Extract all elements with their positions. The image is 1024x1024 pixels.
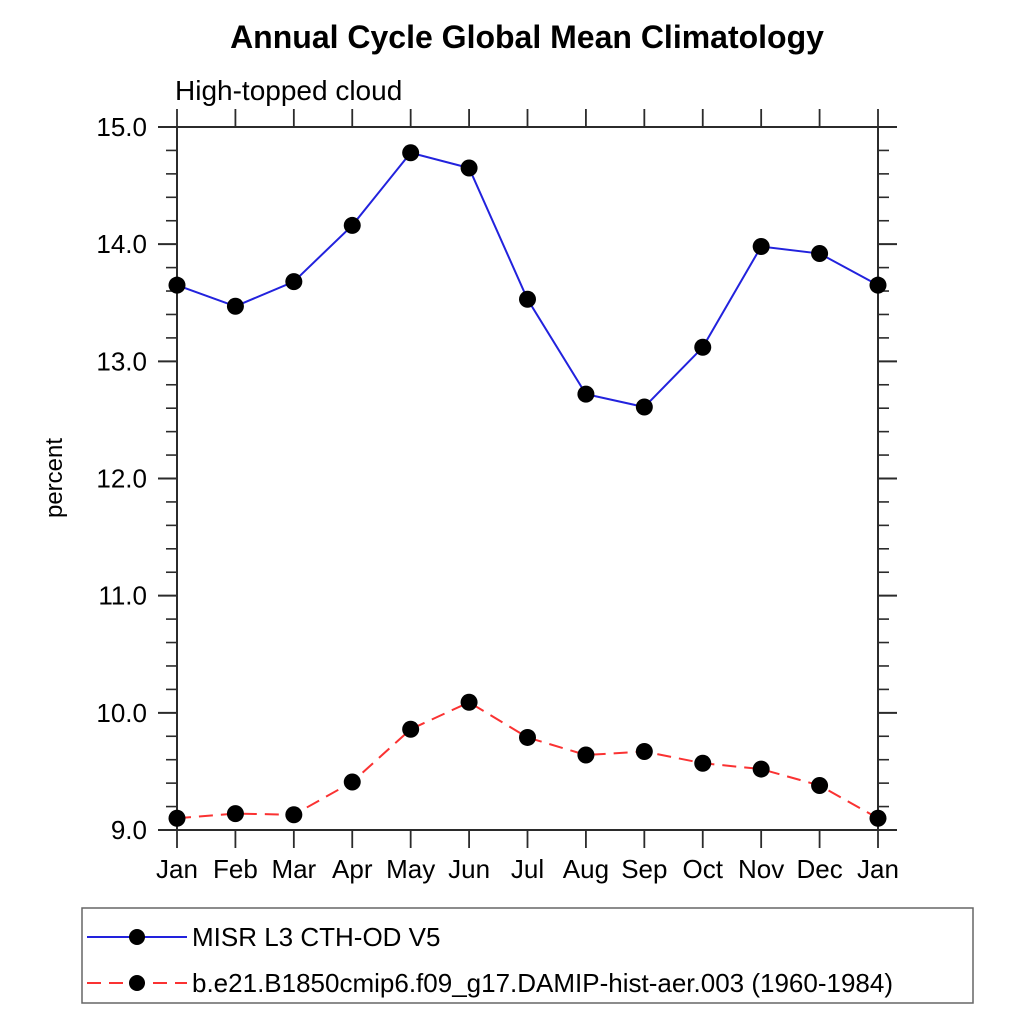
series-line-0	[176, 151, 879, 409]
legend-label-misr: MISR L3 CTH-OD V5	[192, 922, 441, 952]
data-point-series-1-Sep	[635, 742, 653, 760]
x-axis-month-label: Jul	[511, 854, 544, 884]
data-point-series-1-May	[402, 720, 420, 738]
x-axis-month-label: Jan	[857, 854, 899, 884]
data-point-series-1-Jan	[869, 809, 887, 827]
x-axis-month-label: Mar	[271, 854, 316, 884]
x-axis-month-label: Jun	[448, 854, 490, 884]
x-axis-month-label: Oct	[683, 854, 724, 884]
data-point-series-0-May	[402, 144, 420, 162]
x-axis-month-label: May	[386, 854, 435, 884]
data-point-series-0-Apr	[343, 216, 361, 234]
y-axis-tick-label: 10.0	[96, 698, 147, 728]
data-point-series-0-Oct	[694, 338, 712, 356]
chart-subtitle: High-topped cloud	[175, 75, 402, 106]
y-axis-tick-label: 11.0	[98, 581, 147, 611]
data-point-series-0-Dec	[811, 245, 829, 263]
data-point-series-1-Mar	[285, 806, 303, 824]
data-point-series-0-Jan	[168, 276, 186, 294]
data-point-series-0-Mar	[285, 273, 303, 291]
series-line-1	[176, 701, 879, 820]
data-point-series-0-Jun	[460, 159, 478, 177]
plot-frame	[176, 126, 879, 831]
y-axis-tick-label: 15.0	[96, 112, 147, 142]
legend-box	[81, 907, 974, 1004]
data-point-series-1-Aug	[577, 746, 595, 764]
x-axis-month-label: Jan	[156, 854, 198, 884]
chart-title: Annual Cycle Global Mean Climatology	[230, 19, 824, 55]
data-point-series-1-Feb	[226, 805, 244, 823]
data-point-series-1-Dec	[811, 776, 829, 794]
legend-marker-misr	[129, 929, 145, 945]
x-axis-month-label: Feb	[213, 854, 258, 884]
data-point-series-0-Sep	[635, 398, 653, 416]
data-point-series-0-Feb	[226, 297, 244, 315]
plot-area: 9.0 10.0 11.0 12.0 13.0 14.0 15.0 Jan Feb Mar Apr M…	[96, 109, 899, 884]
data-point-series-1-Oct	[694, 754, 712, 772]
data-point-series-1-Apr	[343, 773, 361, 791]
x-axis-month-label: Apr	[332, 854, 373, 884]
data-point-series-1-Jan	[168, 809, 186, 827]
data-point-series-0-Jul	[519, 290, 536, 308]
legend: MISR L3 CTH-OD V5 b.e21.B1850cmip6.f09_g…	[81, 907, 974, 1004]
data-point-series-0-Jan	[869, 276, 887, 294]
legend-item-misr: MISR L3 CTH-OD V5	[87, 922, 441, 952]
legend-label-model: b.e21.B1850cmip6.f09_g17.DAMIP-hist-aer.…	[192, 968, 893, 998]
y-axis-tick-label: 14.0	[96, 229, 147, 259]
x-axis-month-label: Aug	[563, 854, 609, 884]
data-point-series-1-Jun	[460, 693, 478, 711]
x-axis-month-label: Sep	[621, 854, 667, 884]
y-axis-tick-label: 9.0	[111, 815, 147, 845]
data-point-series-0-Nov	[752, 238, 770, 256]
x-axis-month-label: Dec	[796, 854, 842, 884]
data-point-series-1-Nov	[752, 760, 770, 778]
y-axis-tick-label: 12.0	[96, 464, 147, 494]
y-axis-tick-label: 13.0	[96, 346, 147, 376]
legend-item-model: b.e21.B1850cmip6.f09_g17.DAMIP-hist-aer.…	[87, 968, 893, 998]
x-axis-month-label: Nov	[738, 854, 784, 884]
data-point-series-0-Aug	[577, 385, 595, 403]
legend-marker-model	[129, 975, 145, 991]
data-point-series-1-Jul	[519, 728, 536, 746]
y-axis-title: percent	[41, 438, 68, 518]
